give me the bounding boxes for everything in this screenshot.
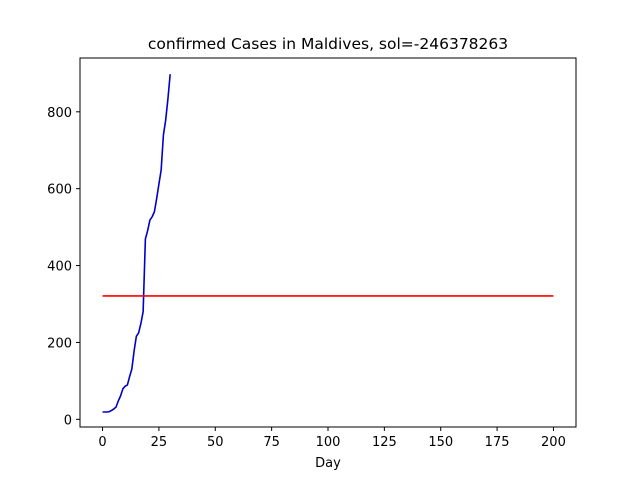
y-tick-label: 400 <box>47 260 72 275</box>
plot-area <box>102 74 554 413</box>
x-tick-label: 50 <box>207 435 224 450</box>
plot-frame <box>79 57 577 428</box>
y-tick-label: 0 <box>64 413 72 428</box>
x-axis: 0 25 50 75 100 125 150 175 200 <box>98 427 566 450</box>
x-tick-label: 200 <box>541 435 566 450</box>
x-tick-label: 25 <box>151 435 168 450</box>
x-tick-label: 150 <box>428 435 453 450</box>
y-tick-label: 800 <box>47 106 72 121</box>
y-tick-label: 200 <box>47 336 72 351</box>
x-tick-label: 125 <box>372 435 397 450</box>
series-line-1 <box>102 74 171 413</box>
x-tick-label: 75 <box>263 435 280 450</box>
y-axis: 0 200 400 600 800 <box>47 106 80 428</box>
x-tick-label: 100 <box>316 435 341 450</box>
x-tick-label: 175 <box>485 435 510 450</box>
x-axis-label: Day <box>315 456 341 471</box>
y-tick-label: 600 <box>47 183 72 198</box>
chart-title: confirmed Cases in Maldives, sol=-246378… <box>148 35 508 53</box>
x-tick-label: 0 <box>98 435 106 450</box>
